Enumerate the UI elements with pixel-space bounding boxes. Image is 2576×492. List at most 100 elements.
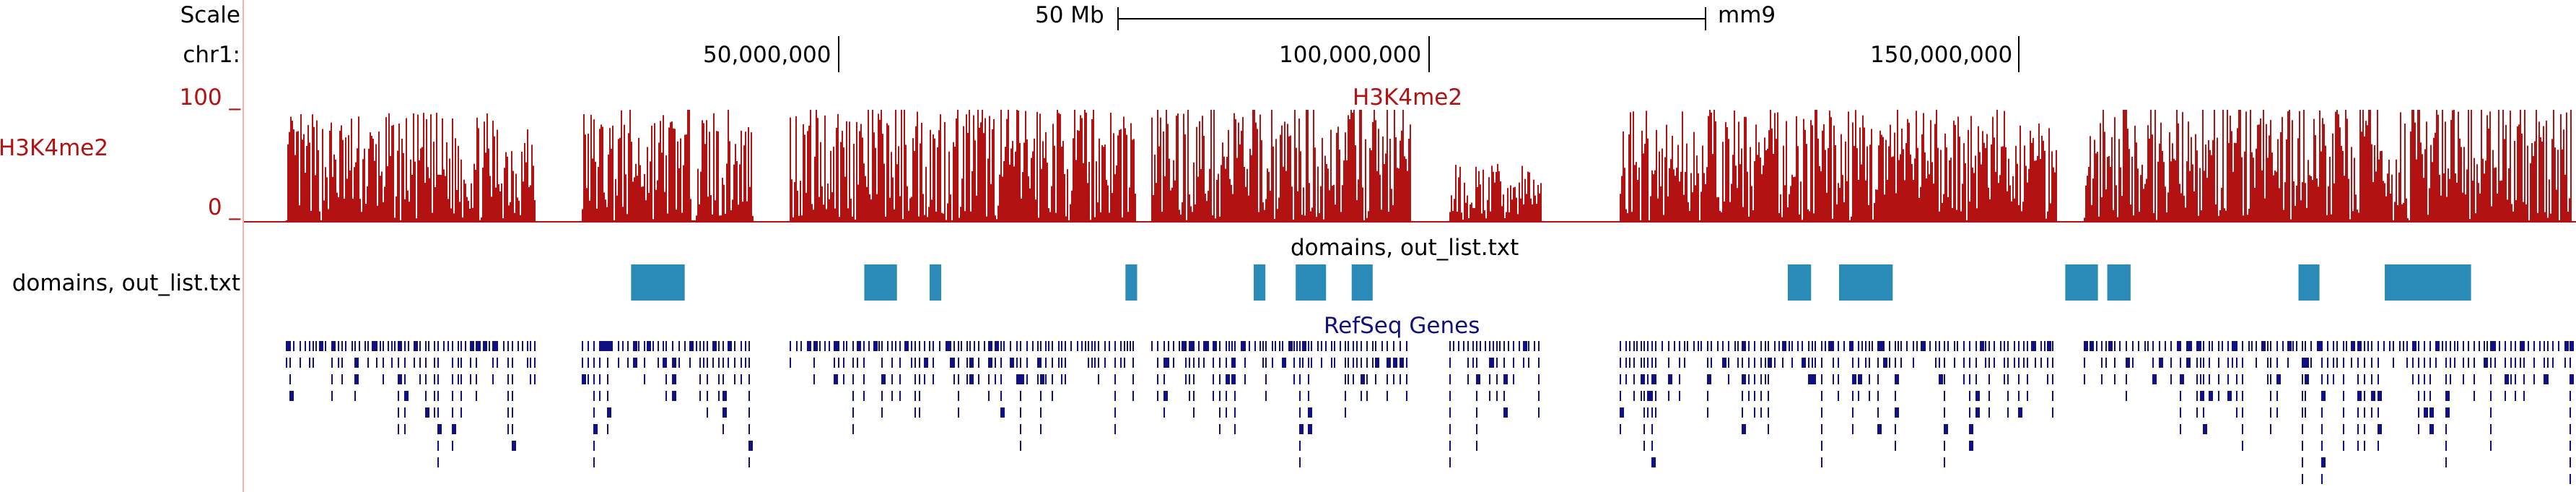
gene-feature[interactable] xyxy=(460,374,462,384)
gene-feature[interactable] xyxy=(2305,391,2306,401)
gene-feature[interactable] xyxy=(1895,374,1899,384)
gene-feature[interactable] xyxy=(2084,374,2085,384)
gene-feature[interactable] xyxy=(1496,374,1498,384)
gene-feature[interactable] xyxy=(1760,374,1762,384)
gene-feature[interactable] xyxy=(1838,341,1839,351)
gene-feature[interactable] xyxy=(1302,358,1304,368)
gene-feature[interactable] xyxy=(331,358,333,368)
gene-feature[interactable] xyxy=(1944,441,1945,451)
gene-feature[interactable] xyxy=(527,341,528,351)
gene-feature[interactable] xyxy=(428,341,429,351)
gene-feature[interactable] xyxy=(489,341,490,351)
gene-feature[interactable] xyxy=(2236,407,2237,418)
gene-feature[interactable] xyxy=(419,374,421,384)
gene-feature[interactable] xyxy=(1016,374,1021,384)
gene-feature[interactable] xyxy=(2209,341,2210,351)
gene-feature[interactable] xyxy=(2364,358,2365,368)
gene-feature[interactable] xyxy=(2499,341,2500,351)
gene-feature[interactable] xyxy=(1812,341,1813,351)
gene-feature[interactable] xyxy=(434,358,435,368)
gene-feature[interactable] xyxy=(2450,341,2451,351)
gene-feature[interactable] xyxy=(1865,358,1866,368)
gene-feature[interactable] xyxy=(919,358,920,368)
gene-feature[interactable] xyxy=(1203,341,1208,351)
gene-feature[interactable] xyxy=(2159,341,2160,351)
gene-feature[interactable] xyxy=(1944,341,1945,351)
domain-block-5[interactable] xyxy=(1254,264,1266,301)
gene-feature[interactable] xyxy=(1406,374,1407,384)
gene-feature[interactable] xyxy=(1838,391,1839,401)
gene-feature[interactable] xyxy=(699,374,701,384)
gene-feature[interactable] xyxy=(1120,358,1122,368)
gene-feature[interactable] xyxy=(1480,341,1481,351)
gene-feature[interactable] xyxy=(1493,341,1494,351)
gene-feature[interactable] xyxy=(1272,358,1273,368)
gene-feature[interactable] xyxy=(813,374,815,384)
gene-feature[interactable] xyxy=(1877,341,1882,351)
gene-feature[interactable] xyxy=(1980,341,1984,351)
gene-feature[interactable] xyxy=(1969,358,1970,368)
gene-feature[interactable] xyxy=(1288,341,1293,351)
gene-feature[interactable] xyxy=(2014,341,2015,351)
gene-feature[interactable] xyxy=(644,358,645,368)
gene-feature[interactable] xyxy=(1865,341,1866,351)
gene-feature[interactable] xyxy=(843,341,844,351)
gene-feature[interactable] xyxy=(1476,407,1477,418)
gene-feature[interactable] xyxy=(1655,358,1656,368)
gene-feature[interactable] xyxy=(1489,391,1490,401)
gene-feature[interactable] xyxy=(988,341,992,351)
gene-feature[interactable] xyxy=(1020,407,1021,418)
gene-feature[interactable] xyxy=(1387,374,1388,384)
gene-feature[interactable] xyxy=(2310,341,2312,351)
gene-feature[interactable] xyxy=(286,341,290,351)
gene-feature[interactable] xyxy=(2152,358,2154,368)
gene-feature[interactable] xyxy=(530,341,531,351)
gene-feature[interactable] xyxy=(1157,391,1158,401)
gene-feature[interactable] xyxy=(627,358,629,368)
gene-feature[interactable] xyxy=(2378,424,2382,434)
gene-feature[interactable] xyxy=(2515,358,2516,368)
gene-feature[interactable] xyxy=(1026,358,1028,368)
gene-feature[interactable] xyxy=(958,374,959,384)
gene-feature[interactable] xyxy=(1513,374,1514,384)
gene-feature[interactable] xyxy=(1037,358,1042,368)
gene-feature[interactable] xyxy=(2052,407,2053,418)
gene-feature[interactable] xyxy=(1219,391,1221,401)
gene-feature[interactable] xyxy=(722,391,727,401)
gene-feature[interactable] xyxy=(458,358,459,368)
gene-feature[interactable] xyxy=(1825,341,1826,351)
gene-feature[interactable] xyxy=(1098,341,1099,351)
gene-feature[interactable] xyxy=(1476,391,1477,401)
gene-feature[interactable] xyxy=(658,358,659,368)
gene-feature[interactable] xyxy=(1969,441,1973,451)
gene-feature[interactable] xyxy=(1182,341,1186,351)
gene-feature[interactable] xyxy=(2302,424,2303,434)
gene-feature[interactable] xyxy=(2090,341,2094,351)
gene-feature[interactable] xyxy=(1157,358,1158,368)
gene-feature[interactable] xyxy=(1728,341,1729,351)
gene-feature[interactable] xyxy=(2267,358,2269,368)
gene-feature[interactable] xyxy=(846,341,847,351)
gene-feature[interactable] xyxy=(2357,341,2362,351)
gene-feature[interactable] xyxy=(1782,341,1786,351)
gene-feature[interactable] xyxy=(1052,341,1053,351)
gene-feature[interactable] xyxy=(2474,391,2475,401)
gene-feature[interactable] xyxy=(607,407,611,418)
gene-feature[interactable] xyxy=(1838,374,1839,384)
h3k4me2-track-side-label[interactable]: H3K4me2 xyxy=(0,135,109,161)
gene-feature[interactable] xyxy=(404,374,406,384)
gene-feature[interactable] xyxy=(1098,358,1099,368)
gene-feature[interactable] xyxy=(1643,441,1645,451)
gene-feature[interactable] xyxy=(1768,374,1769,384)
gene-feature[interactable] xyxy=(665,341,667,351)
gene-feature[interactable] xyxy=(665,374,667,384)
gene-feature[interactable] xyxy=(611,341,613,351)
gene-feature[interactable] xyxy=(2454,341,2455,351)
gene-feature[interactable] xyxy=(857,358,858,368)
gene-feature[interactable] xyxy=(2406,341,2408,351)
gene-feature[interactable] xyxy=(1636,341,1638,351)
gene-feature[interactable] xyxy=(1734,341,1736,351)
gene-feature[interactable] xyxy=(2570,407,2571,418)
gene-feature[interactable] xyxy=(2302,391,2303,401)
gene-feature[interactable] xyxy=(1975,341,1977,351)
